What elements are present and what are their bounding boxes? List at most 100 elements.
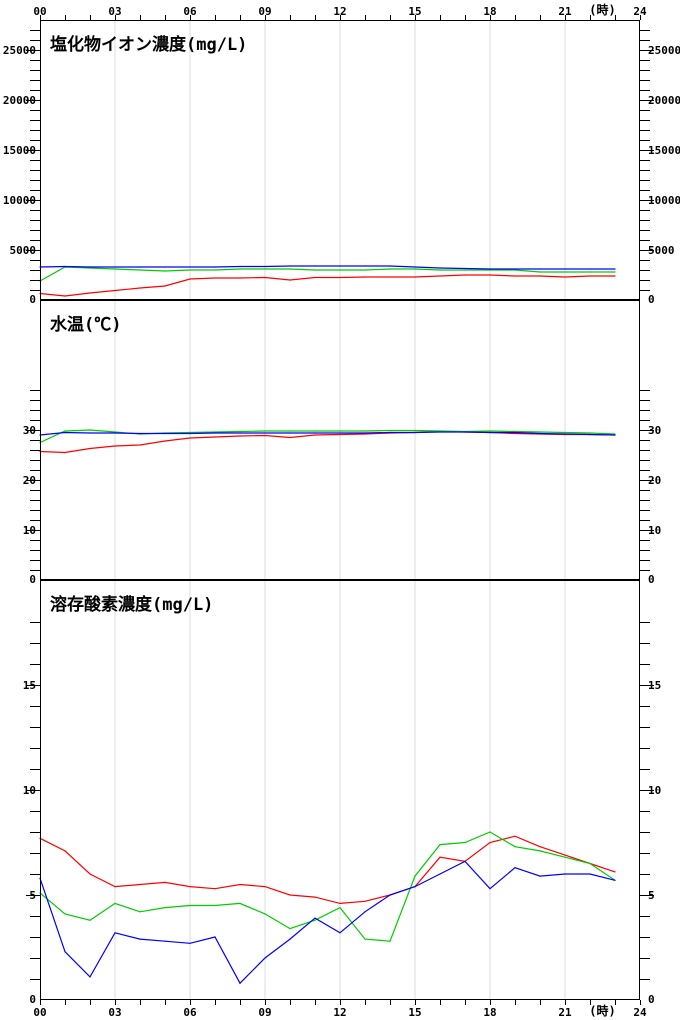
data-point-0: [189, 437, 191, 439]
data-point-1: [339, 269, 341, 271]
panel-frame: [40, 580, 640, 1000]
data-point-1: [489, 430, 491, 432]
data-point-1: [564, 856, 566, 858]
ticks-layer: [26, 15, 654, 1005]
data-point-2: [89, 976, 91, 978]
data-point-1: [539, 431, 541, 433]
data-point-2: [414, 431, 416, 434]
data-point-2: [414, 266, 416, 268]
data-point-1: [614, 271, 616, 273]
data-point-0: [439, 856, 441, 858]
data-point-2: [614, 879, 616, 881]
data-point-2: [589, 433, 591, 436]
panel-frame: [40, 20, 640, 300]
data-point-1: [389, 268, 391, 270]
data-point-1: [89, 919, 91, 921]
x-tick-label-bottom: 21: [558, 1006, 572, 1019]
data-point-2: [439, 873, 441, 875]
data-point-1: [214, 431, 216, 433]
data-point-2: [464, 860, 466, 863]
data-point-2: [164, 940, 166, 942]
data-point-1: [514, 269, 516, 271]
x-tick-label-bottom: 12: [333, 1006, 346, 1019]
data-point-0: [214, 888, 216, 890]
y-tick-label-left: 0: [29, 293, 36, 306]
data-point-0: [214, 436, 216, 438]
data-point-0: [89, 447, 91, 450]
data-point-2: [614, 268, 616, 270]
y-tick-label-left: 25000: [3, 44, 36, 57]
series-line-1: [39, 266, 615, 282]
data-point-1: [214, 904, 216, 907]
data-point-2: [389, 894, 391, 896]
data-point-0: [514, 835, 516, 837]
data-point-2: [514, 268, 516, 270]
y-tick-label-left: 10: [23, 784, 36, 797]
data-point-2: [414, 886, 416, 888]
data-point-2: [614, 434, 616, 436]
data-point-1: [189, 904, 191, 907]
x-unit-label-top: (時): [589, 2, 615, 17]
data-point-0: [414, 276, 416, 278]
y-tick-label-right: 10: [648, 784, 661, 797]
data-point-2: [489, 888, 491, 890]
data-point-1: [364, 430, 366, 432]
grid-layer: [114, 20, 566, 1000]
data-point-0: [564, 854, 566, 856]
data-point-1: [389, 940, 391, 942]
data-point-0: [364, 900, 366, 902]
data-point-2: [339, 932, 341, 934]
data-point-1: [589, 271, 591, 273]
y-tick-label-right: 0: [648, 293, 655, 306]
data-point-2: [189, 266, 191, 268]
y-tick-label-left: 10: [23, 524, 36, 537]
data-point-0: [89, 292, 91, 294]
data-point-0: [139, 883, 141, 886]
data-point-2: [139, 432, 141, 435]
data-point-1: [364, 938, 366, 940]
data-point-1: [514, 430, 516, 433]
y-tick-label-right: 15: [648, 679, 661, 692]
data-point-1: [589, 432, 591, 434]
data-point-2: [239, 982, 241, 984]
series-line-0: [39, 430, 616, 454]
data-point-2: [214, 266, 216, 268]
series-line-0: [39, 835, 616, 905]
data-point-1: [339, 907, 341, 909]
data-point-0: [364, 276, 366, 278]
data-point-0: [189, 886, 191, 888]
data-point-0: [289, 279, 291, 281]
series-line-2: [39, 431, 616, 436]
data-point-1: [564, 271, 566, 273]
data-point-1: [89, 429, 91, 431]
y-tick-label-right: 5000: [648, 244, 675, 257]
data-point-2: [539, 875, 541, 877]
data-point-2: [314, 265, 316, 267]
data-point-1: [464, 841, 466, 844]
data-point-2: [289, 265, 291, 267]
data-point-1: [64, 430, 66, 432]
data-point-1: [389, 429, 391, 432]
data-point-1: [139, 911, 141, 913]
frame-layer: [40, 20, 640, 1000]
data-point-2: [189, 942, 191, 944]
y-tick-label-left: 5: [29, 889, 36, 902]
data-point-0: [539, 275, 541, 277]
data-point-1: [214, 269, 216, 271]
data-point-2: [139, 266, 141, 268]
data-point-1: [164, 270, 166, 272]
data-point-0: [589, 275, 591, 277]
data-point-2: [564, 873, 566, 875]
data-point-1: [239, 268, 241, 270]
data-point-1: [439, 430, 441, 432]
x-tick-label-bottom: 06: [183, 1006, 197, 1019]
data-point-0: [239, 435, 241, 437]
x-tick-label-bottom: 15: [408, 1006, 421, 1019]
data-point-1: [489, 831, 491, 833]
data-point-1: [114, 268, 116, 270]
series-line-1: [39, 831, 616, 942]
data-point-2: [114, 932, 116, 934]
data-point-1: [364, 269, 366, 271]
data-point-1: [589, 862, 591, 865]
